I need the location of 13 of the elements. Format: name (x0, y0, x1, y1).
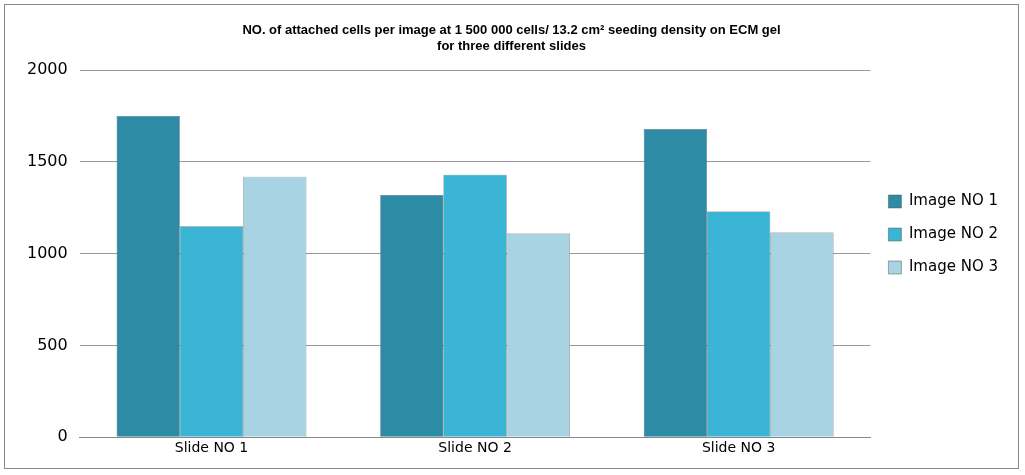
y-tick-label: 2000 (27, 59, 68, 79)
y-tick-label: 0 (57, 426, 68, 446)
text: NO. of attached cells per image at 1 500 000 cells/ 13.2 cm² seeding density on ECM gel (242, 22, 781, 38)
y-tick-label: 1000 (27, 242, 68, 262)
x-tick-label: Slide NO 2 (438, 439, 512, 456)
y-tick-label: 1500 (27, 151, 68, 171)
text: for three different slides (437, 37, 586, 53)
legend-label: Image NO 2 (908, 224, 999, 243)
x-tick-label: Slide NO 3 (701, 439, 776, 456)
y-tick-label: 500 (37, 334, 68, 354)
legend-label: Image NO 3 (908, 257, 999, 276)
x-tick-label: Slide NO 1 (174, 439, 249, 456)
legend-label: Image NO 1 (908, 191, 999, 210)
